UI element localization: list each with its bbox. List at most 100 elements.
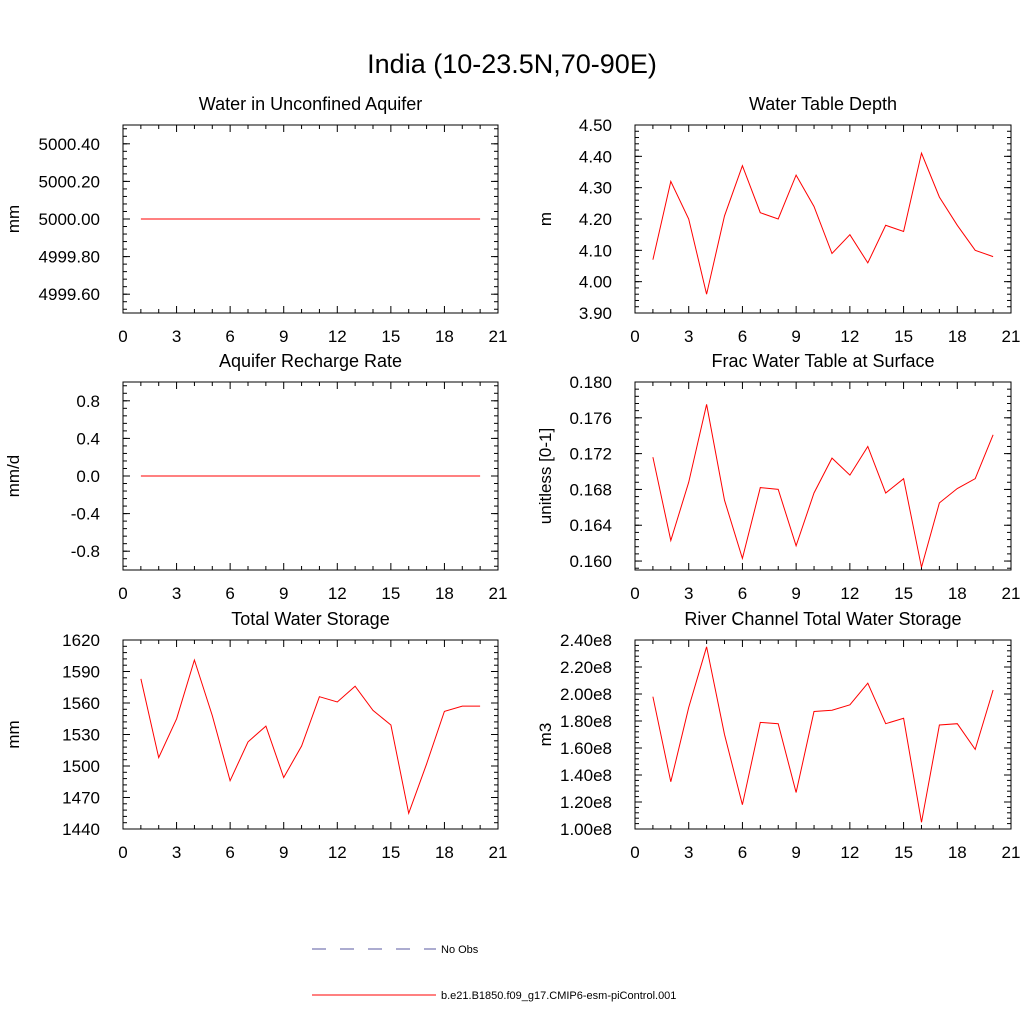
y-tick-label: 2.20e8 [560, 658, 612, 677]
x-tick-label: 21 [1002, 327, 1021, 346]
panel-title: Water in Unconfined Aquifer [199, 94, 422, 114]
y-tick-label: 4.40 [579, 147, 612, 166]
y-tick-label: 1440 [62, 820, 100, 839]
x-tick-label: 15 [381, 584, 400, 603]
x-tick-label: 6 [738, 327, 747, 346]
x-tick-label: 0 [630, 584, 639, 603]
y-tick-label: 1.80e8 [560, 712, 612, 731]
x-tick-label: 15 [894, 327, 913, 346]
chart-panel-6: River Channel Total Water Storage m3 0 3 6 9 1… [536, 609, 1020, 862]
x-tick-label: 12 [840, 584, 859, 603]
x-tick-label: 0 [630, 843, 639, 862]
x-tick-label: 18 [948, 584, 967, 603]
y-tick-label: 0.168 [569, 480, 612, 499]
x-tick-label: 21 [489, 327, 508, 346]
x-tick-label: 6 [738, 584, 747, 603]
panel-title: Water Table Depth [749, 94, 897, 114]
x-tick-label: 15 [894, 584, 913, 603]
y-tick-label: 1.00e8 [560, 820, 612, 839]
y-tick-label: 4.30 [579, 179, 612, 198]
legend-label-no-obs: No Obs [441, 944, 479, 956]
plot-frame [634, 639, 1012, 830]
y-axis-label: mm [4, 720, 23, 748]
y-tick-label: 5000.00 [39, 210, 100, 229]
legend-label-model-run: b.e21.B1850.f09_g17.CMIP6-esm-piControl.… [441, 990, 676, 1002]
y-tick-label: 1620 [62, 631, 100, 650]
y-tick-label: 5000.20 [39, 172, 100, 191]
panel-title: Frac Water Table at Surface [711, 351, 934, 371]
y-tick-label: 1470 [62, 789, 100, 808]
x-tick-label: 21 [1002, 843, 1021, 862]
x-tick-label: 6 [738, 843, 747, 862]
y-axis-label: m3 [536, 723, 555, 747]
y-tick-label: 4999.60 [39, 285, 100, 304]
y-tick-label: 0.0 [76, 467, 100, 486]
y-tick-label: 4999.80 [39, 248, 100, 267]
x-tick-label: 3 [684, 327, 693, 346]
y-tick-label: -0.4 [71, 505, 100, 524]
x-tick-label: 0 [118, 584, 127, 603]
x-tick-label: 12 [328, 584, 347, 603]
x-tick-label: 9 [791, 584, 800, 603]
y-tick-label: 5000.40 [39, 135, 100, 154]
x-tick-label: 12 [840, 327, 859, 346]
y-axis-label: mm [4, 205, 23, 233]
x-tick-label: 12 [328, 327, 347, 346]
y-tick-label: 1590 [62, 663, 100, 682]
x-tick-label: 6 [225, 843, 234, 862]
x-tick-label: 18 [948, 843, 967, 862]
y-axis-label: unitless [0-1] [536, 428, 555, 524]
x-tick-label: 18 [435, 584, 454, 603]
y-tick-label: 4.50 [579, 116, 612, 135]
x-tick-label: 15 [894, 843, 913, 862]
x-tick-label: 3 [172, 584, 181, 603]
y-tick-label: 1530 [62, 726, 100, 745]
y-axis-label: mm/d [4, 455, 23, 498]
chart-panel-5: Total Water Storage mm 0 3 6 9 12 15 18 21 1440 147… [4, 609, 507, 862]
x-tick-label: 21 [1002, 584, 1021, 603]
y-tick-label: 0.8 [76, 392, 100, 411]
series-line [140, 658, 481, 816]
series-line [652, 646, 994, 823]
y-tick-label: 3.90 [579, 304, 612, 323]
panel-title: Total Water Storage [231, 609, 389, 629]
x-tick-label: 9 [791, 843, 800, 862]
x-tick-label: 15 [381, 327, 400, 346]
x-tick-label: 3 [172, 327, 181, 346]
panel-title: River Channel Total Water Storage [684, 609, 961, 629]
series-line [652, 404, 994, 568]
y-tick-label: 4.20 [579, 210, 612, 229]
y-tick-label: 1560 [62, 694, 100, 713]
x-tick-label: 0 [630, 327, 639, 346]
panel-title: Aquifer Recharge Rate [219, 351, 402, 371]
x-tick-label: 6 [225, 584, 234, 603]
x-tick-label: 6 [225, 327, 234, 346]
y-tick-label: -0.8 [71, 542, 100, 561]
chart-panel-3: Aquifer Recharge Rate mm/d 0 3 6 9 12 15 18 21 -0.… [4, 351, 507, 603]
y-axis-label: m [536, 212, 555, 226]
y-tick-label: 4.00 [579, 273, 612, 292]
x-tick-label: 9 [279, 843, 288, 862]
y-tick-label: 2.40e8 [560, 631, 612, 650]
y-tick-label: 0.4 [76, 429, 100, 448]
figure-title: India (10-23.5N,70-90E) [367, 49, 657, 79]
x-tick-label: 0 [118, 843, 127, 862]
x-tick-label: 9 [791, 327, 800, 346]
y-tick-label: 0.176 [569, 409, 612, 428]
y-tick-label: 0.164 [569, 516, 612, 535]
chart-panel-4: Frac Water Table at Surface unitless [0-1… [536, 351, 1020, 603]
x-tick-label: 18 [948, 327, 967, 346]
chart-panel-1: Water in Unconfined Aquifer mm 0 3 6 9 12 15 18 2… [4, 94, 507, 346]
y-tick-label: 2.00e8 [560, 685, 612, 704]
y-tick-label: 4.10 [579, 241, 612, 260]
y-tick-label: 0.160 [569, 552, 612, 571]
plot-frame [122, 639, 499, 830]
plot-frame [634, 381, 1012, 571]
x-tick-label: 3 [684, 584, 693, 603]
y-tick-label: 1500 [62, 757, 100, 776]
y-tick-label: 1.20e8 [560, 793, 612, 812]
legend: No Obs b.e21.B1850.f09_g17.CMIP6-esm-piC… [312, 944, 676, 1002]
x-tick-label: 18 [435, 843, 454, 862]
x-tick-label: 3 [172, 843, 181, 862]
